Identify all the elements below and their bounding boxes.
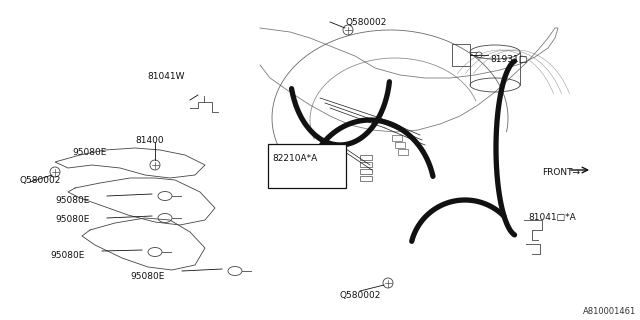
Bar [360, 169, 372, 174]
Text: 81400: 81400 [135, 136, 164, 145]
Bar [360, 155, 372, 160]
Bar [360, 176, 372, 181]
Text: 95080E: 95080E [72, 148, 106, 157]
Bar [392, 135, 402, 141]
Bar [398, 149, 408, 155]
Text: 81041□*A: 81041□*A [528, 213, 576, 222]
Text: 81931□: 81931□ [490, 55, 527, 64]
Text: Q580002: Q580002 [340, 291, 381, 300]
Text: 95080E: 95080E [55, 196, 90, 205]
Text: FRONT→: FRONT→ [542, 168, 580, 177]
Bar [395, 142, 405, 148]
Text: 95080E: 95080E [55, 215, 90, 224]
FancyBboxPatch shape [268, 144, 346, 188]
Text: Q580002: Q580002 [345, 18, 387, 27]
Text: 95080E: 95080E [50, 251, 84, 260]
Text: 95080E: 95080E [130, 272, 164, 281]
Text: Q580002: Q580002 [20, 176, 61, 185]
Text: A810001461: A810001461 [583, 307, 636, 316]
Bar [360, 162, 372, 167]
Text: 82210A*A: 82210A*A [272, 154, 317, 163]
Text: 81041W: 81041W [147, 72, 184, 81]
